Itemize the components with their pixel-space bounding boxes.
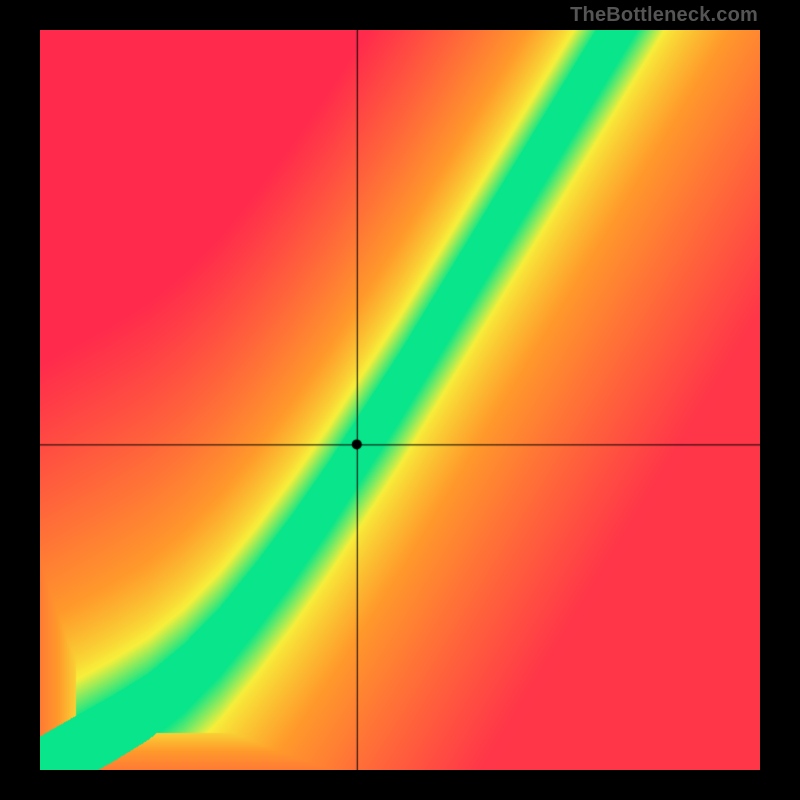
chart-container: TheBottleneck.com (0, 0, 800, 800)
watermark-text: TheBottleneck.com (570, 4, 758, 27)
crosshair-overlay (40, 30, 760, 770)
